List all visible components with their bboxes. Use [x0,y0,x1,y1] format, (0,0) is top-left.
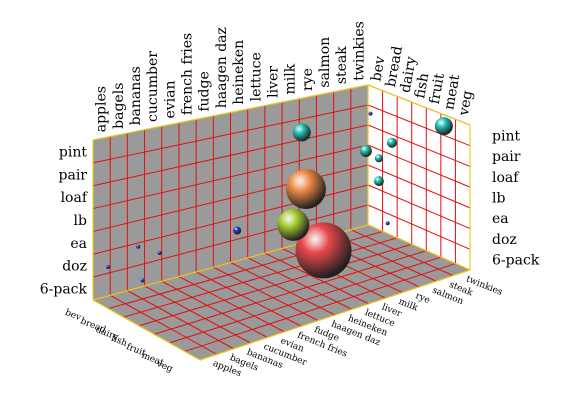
data-point [136,244,141,249]
y-tick-label-right: loaf [492,170,520,186]
z-tick-label: dairy [398,55,420,94]
grid-line [333,233,437,282]
data-point [140,278,145,283]
x-tick-label: haagen daz [214,27,230,108]
x-tick-label: liver [265,66,281,98]
data-point [106,265,111,270]
frame-edge [92,84,369,141]
grid-line [367,164,471,209]
grid-line [350,229,454,277]
grid-line [195,271,302,327]
data-point [157,250,162,255]
x-tick-label: steak [334,46,350,84]
grid-line [92,204,369,278]
x-tick-label: milk [283,63,299,94]
frame-edge [199,269,471,361]
y-tick-label-right: doz [492,232,517,248]
grid-line [92,164,369,232]
grid-line [127,290,234,350]
grid-line [367,104,471,147]
x-tick-label: cucumber [145,51,161,122]
grid-line [123,237,398,318]
grid-line [169,256,442,344]
grid-line [264,252,369,305]
z-tick-label: meat [441,73,463,111]
grid-line [213,266,319,322]
x-tick-label: rye [300,68,316,91]
grid-line [92,124,369,187]
y-tick-label: ea [70,236,87,252]
grid-line [184,263,456,352]
y-tick-label: lb [74,213,87,229]
data-point [373,176,384,187]
z-tick-label: bev [368,55,388,83]
x-tick-label: heineken [231,40,247,105]
data-point [277,208,310,241]
data-point [359,144,372,157]
data-points [106,111,453,283]
grid-line [178,276,285,333]
grid-line [144,285,251,344]
x-tick-label: bananas [128,66,144,125]
frame-edge [367,84,471,126]
y-tick-label-right: 6-pack [492,253,540,269]
y-tick-label-right: pint [492,128,520,144]
z-tick-label: bread [383,45,406,88]
grid-line [367,124,471,167]
z-tick-label: fish [412,72,432,100]
x-tick-label: apples [94,86,110,132]
grid-line [367,184,471,230]
data-point [385,221,390,226]
x-tick-label: evian [162,80,178,118]
z-tick-label: fruit [427,72,448,106]
grid-line [230,262,336,316]
grid-line [367,144,471,188]
z-tick-label: veg [456,89,476,118]
data-point [386,137,397,148]
grid-line [153,250,427,335]
grid-line [92,144,369,210]
x-tick-label: bagels [111,83,127,129]
grid-line [161,280,268,338]
data-point [233,226,242,235]
z-floor-label: veg [154,359,174,375]
grid-line [138,243,412,327]
data-point [285,168,326,209]
data-point [434,117,453,136]
data-point [368,111,373,116]
frame-edge [92,299,201,361]
x-tick-label: french fries [180,33,196,115]
data-point [295,222,352,279]
x-tick-label: lettuce [248,52,264,101]
frame-edge [367,224,471,271]
y-tick-label: pair [59,167,88,183]
axis-labels: apples bagels bananas cucumber evian french f… [40,21,540,379]
floor [93,225,470,360]
y-tick-label-right: pair [492,149,521,165]
y-tick-label: loaf [61,190,89,206]
y-tick-label: doz [62,259,87,275]
y-tick-label-right: lb [492,191,505,207]
data-point [292,123,311,142]
x-tick-label: fudge [197,71,213,111]
data-point [374,154,383,163]
x-tick-label: twinkies [351,21,367,81]
grid-line [247,257,353,310]
x-tick-label: salmon [317,37,333,88]
y-tick-label: 6-pack [40,282,88,298]
grid-line [367,204,471,250]
grid-line [92,104,369,164]
y-tick-label: pint [59,144,87,160]
y-tick-label-right: ea [492,211,509,227]
grid-line [109,294,218,355]
